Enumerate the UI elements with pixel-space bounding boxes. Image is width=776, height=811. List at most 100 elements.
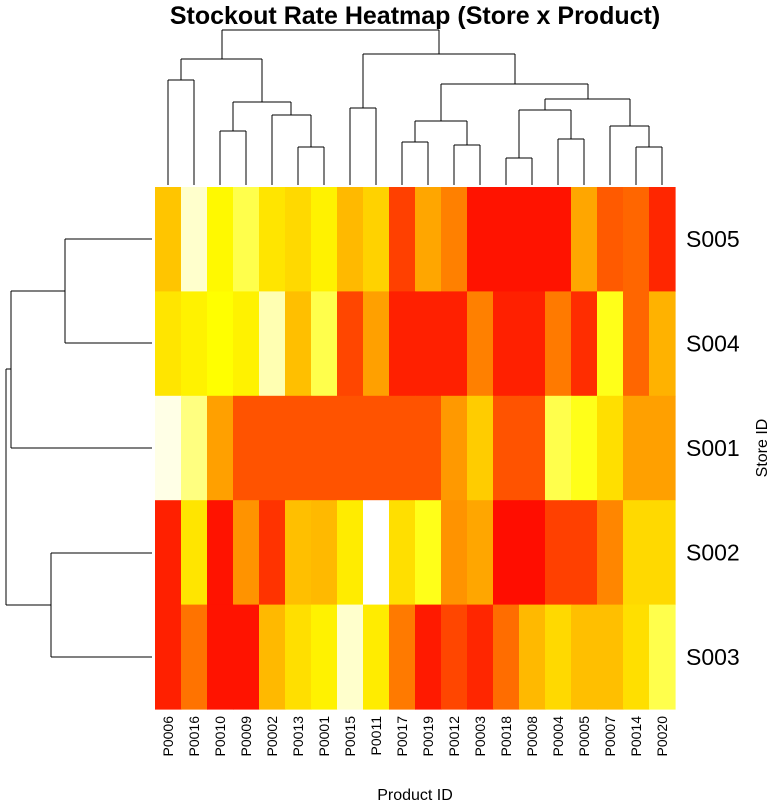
- heatmap-cell-s001-p0001: [311, 395, 338, 501]
- column-label-p0002: P0002: [264, 716, 280, 757]
- heatmap-cell-s003-p0017: [389, 604, 416, 710]
- heatmap-cell-s001-p0013: [285, 395, 312, 501]
- heatmap-cell-s003-p0005: [571, 604, 598, 710]
- heatmap-cell-s004-p0014: [623, 291, 650, 397]
- heatmap-cell-s001-p0002: [259, 395, 286, 501]
- heatmap-cell-s003-p0019: [415, 604, 442, 710]
- heatmap-cell-s001-p0014: [623, 395, 650, 501]
- column-label-p0007: P0007: [602, 716, 618, 757]
- heatmap-cell-s003-p0004: [545, 604, 572, 710]
- heatmap-cell-s004-p0009: [233, 291, 260, 397]
- heatmap-cell-s002-p0005: [571, 500, 598, 606]
- heatmap-cell-s002-p0008: [519, 500, 546, 606]
- heatmap-cell-s003-p0016: [181, 604, 208, 710]
- heatmap-cell-s001-p0011: [363, 395, 390, 501]
- heatmap-cell-s001-p0004: [545, 395, 572, 501]
- column-label-p0011: P0011: [368, 716, 384, 756]
- heatmap-cell-s005-p0003: [467, 187, 494, 292]
- heatmap-cell-s005-p0016: [181, 187, 208, 292]
- heatmap-cell-s004-p0005: [571, 291, 598, 397]
- heatmap-cell-s004-p0018: [493, 291, 520, 397]
- heatmap-cell-s004-p0010: [207, 291, 234, 397]
- row-label-s005: S005: [686, 226, 740, 252]
- heatmap-cell-s004-p0016: [181, 291, 208, 397]
- heatmap-cell-s004-p0006: [155, 291, 182, 397]
- heatmap-cell-s002-p0011: [363, 500, 390, 606]
- heatmap-cell-s004-p0008: [519, 291, 546, 397]
- heatmap-cell-s003-p0012: [441, 604, 468, 710]
- heatmap-cell-s003-p0002: [259, 604, 286, 710]
- heatmap-cell-s002-p0019: [415, 500, 442, 606]
- heatmap-cell-s005-p0017: [389, 187, 416, 292]
- heatmap-cell-s003-p0018: [493, 604, 520, 710]
- heatmap-cell-s002-p0002: [259, 500, 286, 606]
- heatmap-cell-s003-p0020: [649, 604, 676, 710]
- column-label-p0014: P0014: [628, 716, 644, 757]
- heatmap-cell-s001-p0010: [207, 395, 234, 501]
- heatmap-cell-s003-p0006: [155, 604, 182, 710]
- heatmap-cell-s001-p0017: [389, 395, 416, 501]
- heatmap-cell-s005-p0012: [441, 187, 468, 292]
- row-labels: S005 S004 S001 S002 S003: [686, 226, 740, 670]
- heatmap-cell-s005-p0008: [519, 187, 546, 292]
- heatmap-cell-s004-p0020: [649, 291, 676, 397]
- heatmap-cell-s002-p0010: [207, 500, 234, 606]
- heatmap-cell-s002-p0016: [181, 500, 208, 606]
- y-axis-title: Store ID: [754, 419, 771, 478]
- heatmap-cell-s001-p0009: [233, 395, 260, 501]
- column-label-p0008: P0008: [524, 716, 540, 757]
- heatmap-cell-s001-p0003: [467, 395, 494, 501]
- heatmap-cell-s001-p0016: [181, 395, 208, 501]
- column-label-p0006: P0006: [160, 716, 176, 757]
- heatmap-cell-s005-p0001: [311, 187, 338, 292]
- heatmap-cell-s003-p0001: [311, 604, 338, 710]
- heatmap-cell-s005-p0011: [363, 187, 390, 292]
- heatmap-cell-s004-p0012: [441, 291, 468, 397]
- heatmap-cell-s005-p0009: [233, 187, 260, 292]
- heatmap-cell-s004-p0019: [415, 291, 442, 397]
- heatmap-cell-s003-p0011: [363, 604, 390, 710]
- heatmap-cell-s002-p0006: [155, 500, 182, 606]
- heatmap-cell-s001-p0015: [337, 395, 364, 501]
- column-label-p0019: P0019: [420, 716, 436, 757]
- column-label-p0005: P0005: [576, 716, 592, 757]
- heatmap-cell-s005-p0005: [571, 187, 598, 292]
- heatmap-cell-s004-p0001: [311, 291, 338, 397]
- heatmap-cell-s002-p0001: [311, 500, 338, 606]
- heatmap-cell-s002-p0003: [467, 500, 494, 606]
- chart-title: Stockout Rate Heatmap (Store x Product): [170, 2, 660, 30]
- row-label-s004: S004: [686, 331, 740, 357]
- heatmap-cell-s002-p0015: [337, 500, 364, 606]
- heatmap-cell-s005-p0015: [337, 187, 364, 292]
- heatmap-cell-s002-p0009: [233, 500, 260, 606]
- heatmap-cell-s002-p0018: [493, 500, 520, 606]
- column-label-p0003: P0003: [472, 716, 488, 757]
- heatmap-cell-s001-p0006: [155, 395, 182, 501]
- column-label-p0001: P0001: [316, 716, 332, 757]
- heatmap-cell-s004-p0011: [363, 291, 390, 397]
- column-label-p0015: P0015: [342, 716, 358, 757]
- heatmap-cell-s004-p0007: [597, 291, 624, 397]
- row-label-s001: S001: [686, 435, 740, 461]
- heatmap-cell-s004-p0013: [285, 291, 312, 397]
- heatmap-cell-s005-p0014: [623, 187, 650, 292]
- heatmap-cell-s001-p0007: [597, 395, 624, 501]
- column-dendrogram: [167, 29, 663, 185]
- column-label-p0009: P0009: [238, 716, 254, 757]
- heatmap-cell-s002-p0007: [597, 500, 624, 606]
- heatmap-cell-s001-p0012: [441, 395, 468, 501]
- heatmap-cell-s002-p0013: [285, 500, 312, 606]
- heatmap-cell-s002-p0012: [441, 500, 468, 606]
- heatmap-cell-s005-p0010: [207, 187, 234, 292]
- heatmap-cell-s005-p0002: [259, 187, 286, 292]
- heatmap-cell-s005-p0019: [415, 187, 442, 292]
- heatmap-cell-s003-p0015: [337, 604, 364, 710]
- column-labels: P0006 P0016 P0010 P0009 P0002 P0013 P0001 P0015…: [160, 716, 670, 757]
- column-label-p0016: P0016: [186, 716, 202, 757]
- heatmap-cell-s003-p0003: [467, 604, 494, 710]
- heatmap-cell-s002-p0017: [389, 500, 416, 606]
- heatmap-cell-s003-p0010: [207, 604, 234, 710]
- heatmap-cell-s001-p0005: [571, 395, 598, 501]
- heatmap-cell-s002-p0004: [545, 500, 572, 606]
- column-label-p0017: P0017: [394, 716, 410, 757]
